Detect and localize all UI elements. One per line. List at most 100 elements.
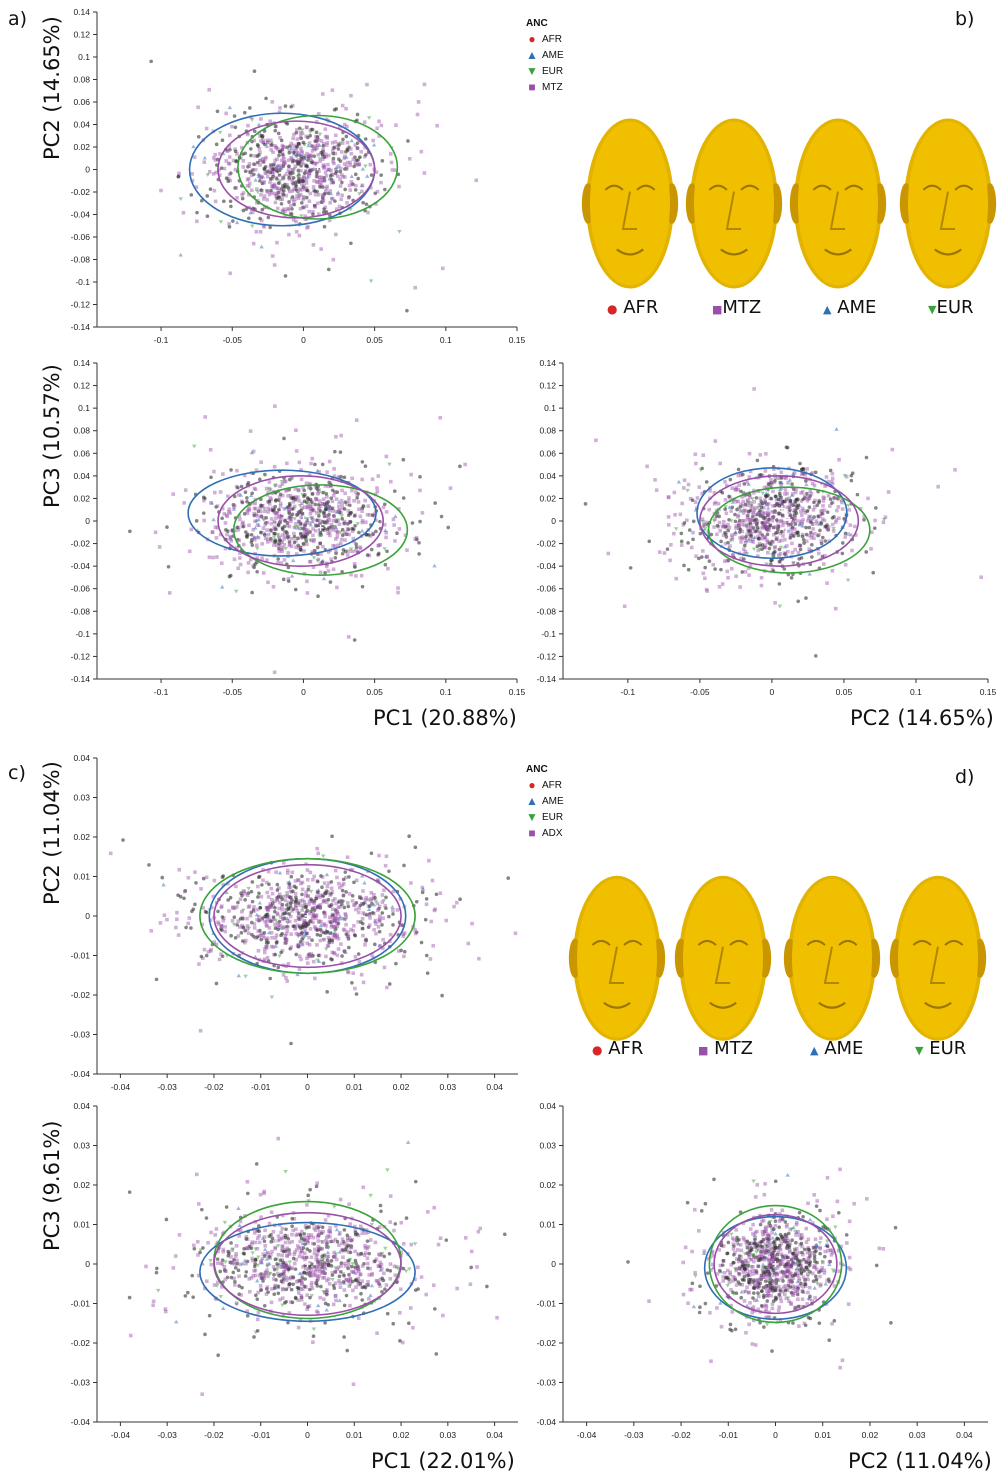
data-point-circle	[366, 1283, 370, 1287]
data-point-circle	[355, 496, 359, 500]
data-point-square	[751, 1265, 755, 1269]
y-tick-label: 0.12	[539, 381, 556, 391]
data-point-square	[350, 1237, 355, 1242]
data-point-square	[318, 895, 322, 900]
y-tick-label: 0.08	[73, 426, 90, 436]
data-point-square	[302, 1251, 307, 1256]
data-point-square	[280, 917, 285, 922]
data-point-triangle-down	[250, 1251, 255, 1256]
data-point-circle	[273, 532, 277, 536]
data-point-circle	[191, 1295, 195, 1299]
data-point-circle	[255, 1297, 260, 1301]
data-point-circle	[754, 517, 758, 522]
data-point-square	[672, 531, 676, 536]
data-point-square	[315, 1258, 320, 1262]
data-point-square	[328, 893, 332, 897]
data-point-circle	[249, 540, 254, 544]
data-point-circle	[394, 961, 398, 966]
data-point-square	[653, 478, 657, 482]
data-point-square	[363, 154, 367, 159]
data-point-square	[309, 1255, 314, 1260]
data-point-circle	[233, 936, 238, 940]
data-point-square	[752, 491, 756, 495]
data-point-square	[787, 505, 792, 509]
data-point-square	[723, 541, 728, 546]
data-point-square	[291, 180, 296, 185]
data-point-square	[261, 223, 266, 228]
data-point-square	[270, 170, 275, 175]
data-point-circle	[820, 554, 825, 559]
data-point-square	[747, 475, 752, 479]
data-point-square	[318, 903, 323, 907]
data-point-circle	[245, 496, 249, 500]
data-point-circle	[810, 542, 814, 547]
data-point-square	[322, 178, 327, 182]
data-point-square	[307, 942, 312, 947]
data-point-circle	[305, 164, 309, 169]
data-point-square	[340, 1241, 344, 1246]
data-point-circle	[328, 174, 333, 178]
data-point-square	[685, 518, 689, 523]
data-point-square	[281, 1264, 286, 1269]
data-point-square	[266, 506, 270, 511]
data-point-square	[247, 523, 251, 528]
data-point-square	[370, 1271, 375, 1276]
data-point-square	[779, 538, 784, 543]
data-point-square	[294, 903, 298, 907]
data-point-square	[786, 523, 791, 528]
data-point-square	[319, 139, 324, 143]
data-point-square	[269, 517, 274, 521]
data-point-circle	[812, 515, 816, 519]
data-point-square	[374, 1257, 379, 1262]
data-point-circle	[226, 1249, 231, 1254]
data-point-triangle-down	[315, 958, 320, 963]
data-point-triangle-up	[259, 244, 264, 249]
data-point-square	[790, 492, 795, 496]
data-point-circle	[781, 1279, 785, 1283]
data-point-square	[337, 1279, 341, 1283]
data-point-square	[732, 1275, 737, 1280]
data-point-square	[869, 530, 874, 535]
data-point-circle	[726, 540, 730, 545]
data-point-circle	[798, 543, 803, 548]
data-point-square	[793, 547, 797, 552]
data-point-circle	[260, 883, 264, 887]
data-point-square	[346, 509, 351, 513]
data-point-square	[384, 530, 389, 535]
data-point-circle	[360, 926, 365, 931]
data-point-circle	[249, 153, 253, 158]
data-point-circle	[340, 551, 345, 556]
data-point-square	[174, 925, 178, 930]
data-point-triangle-up	[800, 523, 805, 528]
data-point-square	[360, 477, 364, 482]
data-point-square	[700, 517, 705, 521]
data-point-square	[776, 524, 781, 529]
data-point-circle	[314, 896, 319, 901]
x-tick-label: 0	[305, 1082, 310, 1092]
data-point-square	[294, 1257, 298, 1262]
data-point-circle	[209, 475, 213, 480]
data-point-square	[347, 496, 351, 500]
data-point-square	[314, 1257, 319, 1262]
data-point-square	[214, 942, 219, 947]
data-point-square	[314, 497, 319, 502]
data-point-circle	[308, 1273, 312, 1278]
data-point-circle	[300, 874, 304, 878]
data-point-square	[339, 173, 344, 177]
data-point-square	[812, 536, 816, 541]
data-point-square	[693, 500, 698, 504]
data-point-square	[258, 150, 262, 155]
data-point-square	[777, 1246, 782, 1250]
point-cloud	[583, 387, 983, 658]
data-point-square	[306, 954, 311, 958]
data-point-square	[338, 166, 343, 171]
data-point-square	[296, 488, 301, 492]
data-point-circle	[330, 834, 334, 839]
data-point-square	[807, 514, 812, 519]
data-point-square	[840, 1358, 845, 1363]
data-point-square	[455, 900, 459, 905]
data-point-circle	[269, 188, 273, 193]
data-point-square	[376, 543, 380, 548]
data-point-square	[350, 549, 355, 554]
data-point-square	[177, 171, 181, 176]
